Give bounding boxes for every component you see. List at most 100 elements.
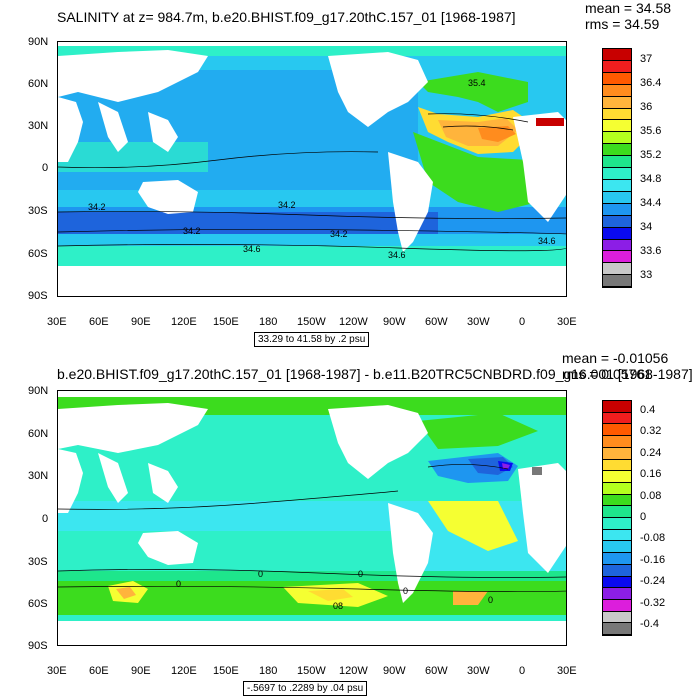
- colorbar-label: -0.24: [640, 575, 666, 588]
- lat-tick: 60N: [28, 428, 49, 440]
- colorbar-swatch: [603, 263, 631, 276]
- colorbar-label: 34: [640, 221, 653, 233]
- colorbar-swatch: [603, 611, 631, 624]
- colorbar-label: 35.2: [640, 149, 662, 161]
- colorbar-swatch: [603, 203, 631, 216]
- colorbar-swatch: [603, 541, 631, 554]
- colorbar-label: 0.4: [640, 403, 656, 416]
- top-map-title: SALINITY at z= 984.7m, b.e20.BHIST.f09_g…: [57, 9, 516, 25]
- colorbar-swatch: [603, 144, 631, 157]
- lon-tick: 180: [259, 665, 278, 677]
- top-colorbar: [602, 48, 632, 288]
- colorbar-swatch: [603, 506, 631, 519]
- top-range-label: 33.29 to 41.58 by .2 psu: [254, 332, 370, 347]
- colorbar-label: 33: [640, 269, 653, 281]
- lat-tick: 30S: [28, 556, 48, 568]
- contour-label: 0: [403, 586, 408, 596]
- lon-tick: 30E: [47, 665, 67, 677]
- colorbar-swatch: [603, 471, 631, 483]
- colorbar-swatch: [603, 436, 631, 448]
- colorbar-swatch: [603, 424, 631, 437]
- colorbar-label: 0.24: [640, 446, 662, 459]
- colorbar-swatch: [603, 518, 631, 530]
- colorbar-swatch: [603, 120, 631, 133]
- colorbar-swatch: [603, 564, 631, 577]
- contour-label: 0: [358, 569, 363, 579]
- lon-tick: 60W: [425, 665, 448, 677]
- bottom-map-svg: 0 0 0 0 0 08: [58, 391, 566, 645]
- colorbar-label: 33.6: [640, 245, 662, 257]
- colorbar-label: 37: [640, 53, 653, 65]
- contour-label: 34.6: [538, 236, 556, 246]
- colorbar-swatch: [603, 482, 631, 495]
- lat-tick: 0: [42, 513, 49, 525]
- bottom-map-title: b.e20.BHIST.f09_g17.20thC.157_01 [1968-1…: [57, 366, 693, 382]
- lon-tick: 90W: [383, 316, 406, 328]
- lat-tick: 90S: [28, 290, 48, 302]
- colorbar-swatch: [603, 412, 631, 425]
- colorbar-swatch: [603, 529, 631, 542]
- contour-label: 08: [333, 601, 343, 611]
- colorbar-swatch: [603, 576, 631, 589]
- contour-label: 34.2: [88, 202, 106, 212]
- colorbar-label: 0.16: [640, 468, 662, 481]
- colorbar-label: 34.4: [640, 197, 662, 209]
- contour-label: 35.4: [468, 78, 486, 88]
- lon-tick: 30E: [557, 316, 577, 328]
- colorbar-swatch: [603, 132, 631, 145]
- lon-tick: 90W: [383, 665, 406, 677]
- contour-label: 34.2: [278, 200, 296, 210]
- colorbar-swatch: [603, 494, 631, 507]
- colorbar-swatch: [603, 215, 631, 228]
- colorbar-swatch: [603, 168, 631, 180]
- colorbar-swatch: [603, 588, 631, 600]
- lon-tick: 0: [519, 665, 526, 677]
- colorbar-swatch: [603, 49, 631, 61]
- lat-tick: 30N: [28, 120, 49, 132]
- contour-label: 0: [258, 569, 263, 579]
- contour-label: 34.2: [183, 226, 201, 236]
- lon-tick: 30W: [467, 665, 490, 677]
- top-map-svg: 35.4 34.2 34.2 34.2 34.2 34.6 34.6 34.6: [58, 42, 566, 296]
- colorbar-swatch: [603, 447, 631, 460]
- lon-tick: 0: [519, 316, 526, 328]
- lon-tick: 90E: [131, 665, 151, 677]
- contour-label: 0: [488, 595, 493, 605]
- bottom-mean-stat: mean = -0.01056: [562, 350, 669, 366]
- colorbar-swatch: [603, 251, 631, 264]
- lon-tick: 150W: [297, 665, 326, 677]
- lon-tick: 60E: [89, 665, 109, 677]
- contour-label: 34.6: [243, 244, 261, 254]
- lat-tick: 90N: [28, 385, 49, 397]
- top-mean-stat: mean = 34.58: [585, 0, 672, 16]
- lat-tick: 60S: [28, 598, 48, 610]
- lat-tick: 30N: [28, 470, 49, 482]
- bottom-rms-stat: rms = 0.05761: [562, 366, 652, 382]
- lon-tick: 120W: [339, 316, 368, 328]
- colorbar-label: 0: [640, 511, 647, 523]
- contour-label: 34.2: [330, 229, 348, 239]
- colorbar-label: -0.32: [640, 596, 666, 609]
- lon-tick: 30E: [557, 665, 577, 677]
- colorbar-swatch: [603, 227, 631, 240]
- colorbar-label: 0.32: [640, 425, 662, 438]
- lon-tick: 180: [259, 316, 278, 328]
- lon-tick: 60E: [89, 316, 109, 328]
- lon-tick: 120W: [339, 665, 368, 677]
- lon-tick: 120E: [171, 316, 197, 328]
- colorbar-swatch: [603, 191, 631, 204]
- colorbar-swatch: [603, 275, 631, 288]
- lon-tick: 90E: [131, 316, 151, 328]
- colorbar-swatch: [603, 179, 631, 192]
- colorbar-swatch: [603, 84, 631, 97]
- lat-tick: 30S: [28, 205, 48, 217]
- lon-tick: 30W: [467, 316, 490, 328]
- colorbar-label: 34.8: [640, 173, 662, 185]
- bottom-range-label: -.5697 to .2289 by .04 psu: [243, 681, 368, 696]
- lat-tick: 60N: [28, 78, 49, 90]
- bottom-colorbar: [602, 400, 632, 636]
- contour-label: 0: [176, 579, 181, 589]
- lon-tick: 150W: [297, 316, 326, 328]
- lat-tick: 90N: [28, 36, 49, 48]
- colorbar-label: -0.08: [640, 532, 666, 545]
